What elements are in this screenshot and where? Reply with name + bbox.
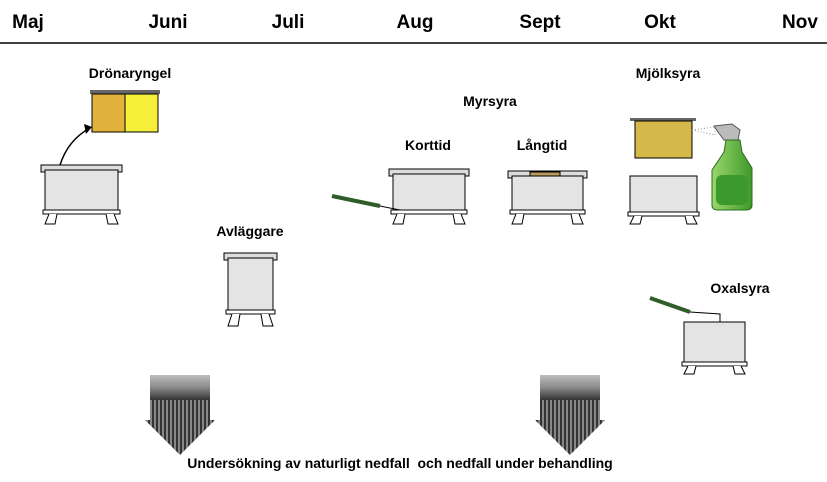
- hive: [508, 171, 587, 224]
- heater-plate: [530, 172, 560, 176]
- label: Långtid: [517, 137, 568, 153]
- diagram: Maj Juni Juli Aug Sept Okt Nov Drönaryngel Myr…: [0, 0, 827, 482]
- hive-base: [43, 210, 120, 214]
- hive-box: [512, 176, 583, 210]
- hive-stand: [630, 216, 697, 224]
- hive-base: [510, 210, 585, 214]
- hive: [224, 253, 277, 326]
- hive: [682, 322, 747, 374]
- caption: Undersökning av naturligt nedfall och ne…: [187, 455, 612, 471]
- spray-bottle: [712, 124, 752, 210]
- month: Juni: [148, 12, 187, 33]
- month: Aug: [397, 12, 434, 33]
- syringe: [650, 298, 690, 312]
- hive-box: [228, 258, 273, 310]
- hive-base: [628, 212, 699, 216]
- tube: [690, 312, 720, 322]
- month: Sept: [519, 12, 561, 33]
- down-arrow: [145, 375, 215, 455]
- month: Juli: [272, 12, 305, 33]
- hive: [628, 176, 699, 224]
- month: Nov: [782, 12, 818, 33]
- label: Avläggare: [216, 223, 283, 239]
- drone-frames: [60, 90, 160, 165]
- hive: [41, 165, 122, 224]
- hive-base: [226, 310, 275, 314]
- hive-box: [684, 322, 745, 362]
- label: Oxalsyra: [710, 280, 769, 296]
- down-arrow: [535, 375, 605, 455]
- label: Mjölksyra: [636, 65, 701, 81]
- label: Myrsyra: [463, 93, 517, 109]
- syringe: [332, 196, 380, 206]
- hive-stand: [393, 214, 465, 224]
- lactic-frame: [630, 118, 715, 158]
- month-row: Maj Juni Juli Aug Sept Okt Nov: [12, 12, 818, 33]
- month: Okt: [644, 12, 676, 33]
- hive-box: [393, 174, 465, 210]
- label: Korttid: [405, 137, 451, 153]
- hive-stand: [512, 214, 583, 224]
- hive-box: [630, 176, 697, 212]
- hive-stand: [684, 366, 745, 374]
- hive-base: [391, 210, 467, 214]
- month: Maj: [12, 12, 44, 33]
- hive-box: [45, 170, 118, 210]
- hive-stand: [45, 214, 118, 224]
- hive-stand: [228, 314, 273, 326]
- hive: [389, 169, 469, 224]
- label: Drönaryngel: [89, 65, 171, 81]
- hive-base: [682, 362, 747, 366]
